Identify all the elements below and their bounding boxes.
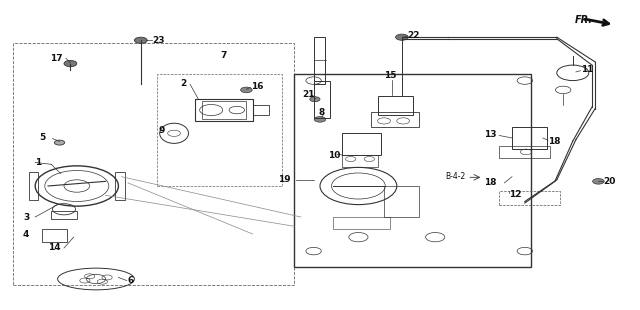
Text: 9: 9 [159,126,165,135]
Bar [342,155,378,167]
Circle shape [310,97,320,102]
Bar [384,186,419,217]
Text: 13: 13 [484,130,497,140]
Bar [51,211,77,219]
Circle shape [593,179,604,184]
Text: 2: 2 [180,79,187,88]
Text: FR.: FR. [575,15,593,24]
Text: 19: 19 [278,175,291,184]
Bar [342,133,381,155]
Bar [512,127,547,149]
Text: 8: 8 [319,108,325,117]
Text: 18: 18 [484,178,497,188]
Bar [333,217,390,229]
Text: 16: 16 [251,82,264,91]
Text: 20: 20 [604,177,616,186]
Bar [202,101,246,119]
Bar [13,43,294,285]
Text: 5: 5 [40,133,46,143]
Text: 17: 17 [50,54,63,63]
Circle shape [396,34,408,40]
Bar [378,96,413,115]
Circle shape [54,140,65,145]
Bar [157,74,282,186]
Text: 11: 11 [581,65,594,74]
Text: 12: 12 [509,190,522,199]
Bar [499,146,550,158]
Bar [29,172,38,200]
Text: 14: 14 [48,243,61,253]
Text: B-4-2: B-4-2 [445,172,465,181]
Text: 15: 15 [384,71,397,81]
Bar [294,74,531,267]
Bar [314,37,325,84]
Text: 23: 23 [152,36,165,45]
Bar [115,172,125,200]
Circle shape [64,60,77,67]
Bar [42,229,67,242]
Text: 21: 21 [303,90,316,99]
Text: 3: 3 [23,212,29,222]
Text: 10: 10 [328,150,340,160]
Bar [314,81,330,118]
Text: 4: 4 [23,229,29,239]
Bar [371,112,419,127]
Circle shape [314,117,326,122]
Text: 1: 1 [35,158,42,167]
Circle shape [241,87,252,93]
Text: 22: 22 [408,31,420,40]
Bar [253,105,269,115]
Circle shape [134,37,147,43]
Text: 18: 18 [548,136,561,146]
Text: 6: 6 [128,276,134,285]
Bar [499,191,560,205]
Bar [195,99,253,121]
Text: 7: 7 [221,51,227,60]
